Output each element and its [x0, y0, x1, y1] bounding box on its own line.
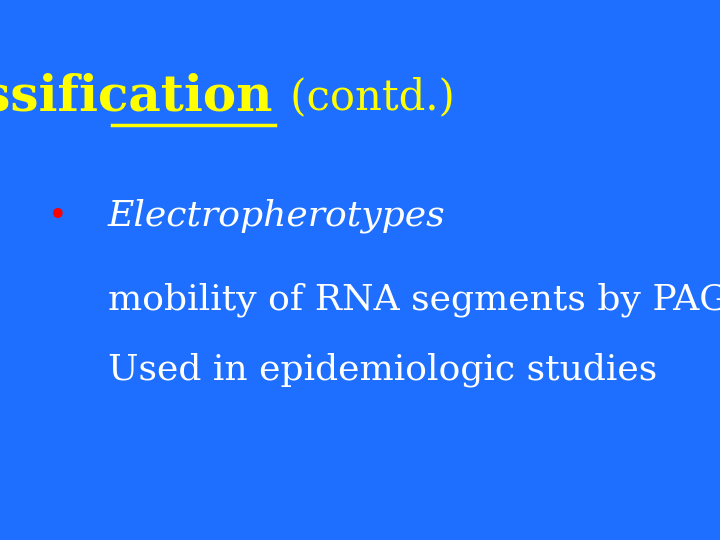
- Text: Used in epidemiologic studies: Used in epidemiologic studies: [108, 353, 657, 387]
- Text: (contd.): (contd.): [277, 76, 455, 118]
- Text: Electropherotypes: Electropherotypes: [108, 199, 446, 233]
- Text: mobility of RNA segments by PAGE: mobility of RNA segments by PAGE: [108, 282, 720, 317]
- Text: Classification: Classification: [0, 73, 274, 122]
- Text: •: •: [48, 199, 68, 233]
